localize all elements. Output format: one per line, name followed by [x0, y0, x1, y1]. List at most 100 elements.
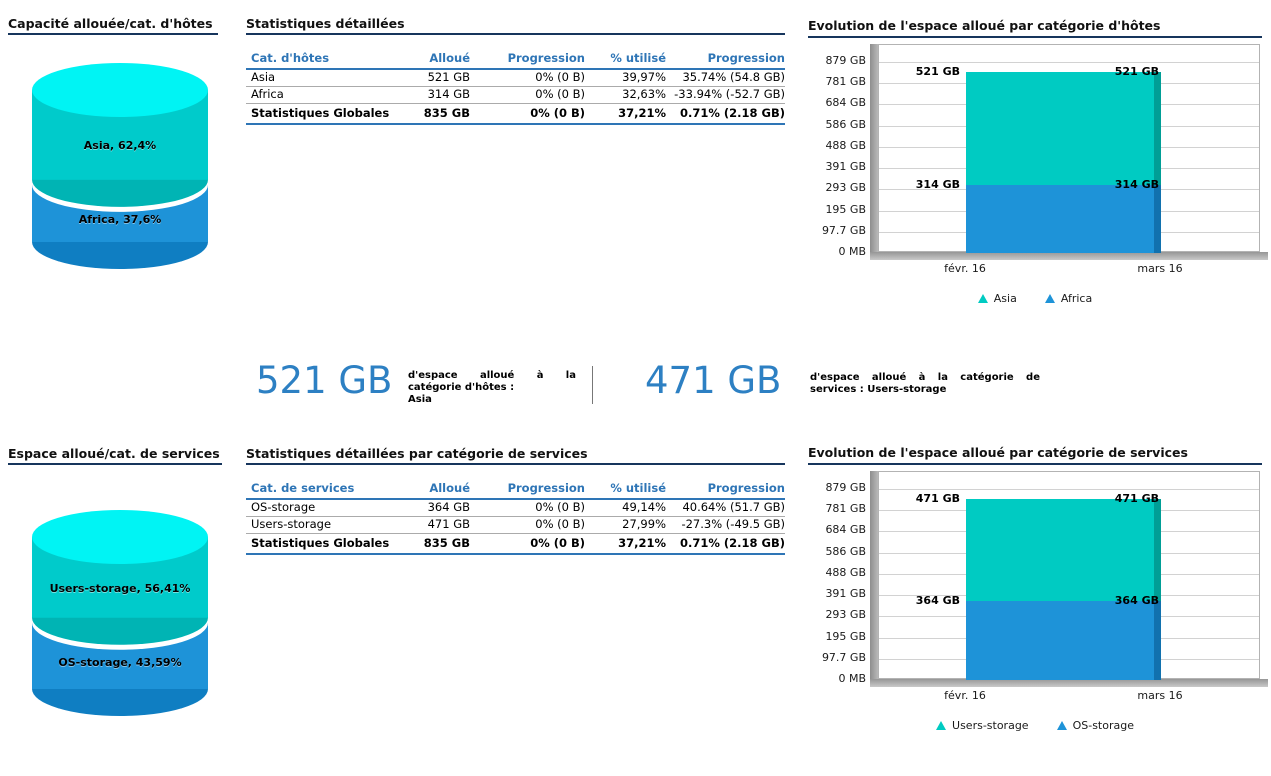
host-allocation-pie: Asia, 62,4% Africa, 37,6%: [25, 58, 215, 288]
y-axis-label: 97.7 GB: [821, 223, 866, 237]
bar-segment-users-storage: [966, 498, 1161, 601]
table-data-row: Asia 521 GB 0% (0 B) 39,97% 35.74% (54.8 GB): [246, 70, 785, 87]
service-table-title: Statistiques détaillées par catégorie de…: [246, 446, 785, 465]
y-axis-label: 391 GB: [825, 587, 866, 601]
bar-value-label: 521 GB: [1114, 64, 1159, 78]
legend-label: OS-storage: [1072, 719, 1134, 732]
y-axis-label: 781 GB: [825, 75, 866, 89]
service-pie-title: Espace alloué/cat. de services: [8, 446, 222, 465]
y-axis-label: 97.7 GB: [821, 650, 866, 664]
value-cell: 314 GB: [427, 87, 470, 101]
chart-plot-area: 364 GB 364 GB 471 GB 471 GB: [878, 471, 1260, 680]
value-cell: 37,21%: [618, 536, 666, 550]
service-allocated-desc-text: d'espace alloué à la catégorie de servic…: [810, 372, 1040, 395]
legend-item: Users-storage: [936, 719, 1029, 732]
legend-label: Asia: [993, 292, 1017, 305]
bar-value-label: 364 GB: [1114, 593, 1159, 607]
pie-top-ellipse: [32, 510, 208, 564]
service-evolution-title: Evolution de l'espace alloué par catégor…: [808, 445, 1262, 465]
y-axis-label: 684 GB: [825, 96, 866, 110]
legend-item: OS-storage: [1056, 719, 1134, 732]
chart-3d-wall: [870, 44, 878, 252]
y-axis-label: 293 GB: [825, 608, 866, 622]
value-cell: 0% (0 B): [535, 70, 585, 84]
value-cell: 37,21%: [618, 106, 666, 120]
gridline: [879, 489, 1259, 490]
pie-slice-label: Asia, 62,4%: [83, 139, 157, 153]
pie-top-ellipse: [32, 63, 208, 117]
service-allocated-desc-name: Users-storage: [867, 384, 947, 395]
bar-value-label: 471 GB: [915, 491, 960, 505]
cylinder-pie-svg: [32, 63, 208, 269]
legend-label: Users-storage: [952, 719, 1029, 732]
legend-item: Asia: [977, 292, 1017, 305]
pie-slice-label: OS-storage, 43,59%: [58, 655, 182, 669]
value-cell: 0% (0 B): [535, 87, 585, 101]
value-cell: Progression: [707, 51, 785, 65]
row-label-cell: OS-storage: [251, 500, 316, 514]
host-allocated-value: 521 GB: [256, 359, 393, 402]
y-axis-label: 391 GB: [825, 160, 866, 174]
service-evolution-chart: Evolution de l'espace alloué par catégor…: [808, 441, 1268, 757]
legend-item: Africa: [1044, 292, 1092, 305]
table-data-row: Africa 314 GB 0% (0 B) 32,63% -33.94% (-52.7…: [246, 87, 785, 104]
gridline: [879, 62, 1259, 63]
x-axis-label: févr. 16: [944, 689, 986, 702]
row-label-cell: Cat. de services: [251, 481, 355, 495]
value-cell: Alloué: [429, 481, 470, 495]
value-cell: Progression: [507, 51, 585, 65]
legend-marker-os-storage: [1056, 721, 1067, 730]
host-table-title: Statistiques détaillées: [246, 16, 785, 35]
value-cell: Alloué: [429, 51, 470, 65]
service-allocated-desc: d'espace alloué à la catégorie de servic…: [810, 372, 1040, 396]
host-pie-title: Capacité allouée/cat. d'hôtes: [8, 16, 218, 35]
row-label-cell: Asia: [251, 70, 276, 84]
y-axis-label: 195 GB: [825, 629, 866, 643]
host-allocated-desc-name: Asia: [408, 394, 432, 405]
value-cell: 0.71% (2.18 GB): [680, 106, 785, 120]
table-data-row: OS-storage 364 GB 0% (0 B) 49,14% 40.64% (51…: [246, 500, 785, 517]
value-cell: 835 GB: [423, 106, 470, 120]
value-cell: 0% (0 B): [530, 106, 585, 120]
value-cell: % utilisé: [610, 481, 666, 495]
host-allocated-desc: d'espace alloué à la catégorie d'hôtes :…: [408, 370, 576, 406]
service-statistics-table: Cat. de services Alloué Progression % utili…: [246, 478, 785, 555]
bar-value-label: 471 GB: [1114, 491, 1159, 505]
host-evolution-title: Evolution de l'espace alloué par catégor…: [808, 18, 1262, 38]
service-allocated-value: 471 GB: [645, 359, 782, 402]
value-cell: 0% (0 B): [535, 500, 585, 514]
value-cell: 0% (0 B): [535, 517, 585, 531]
y-axis-label: 586 GB: [825, 544, 866, 558]
y-axis-label: 781 GB: [825, 502, 866, 516]
bar-segment-side-face: [1154, 498, 1161, 601]
table-header-row: Cat. d'hôtes Alloué Progression % utilisé Pr…: [246, 48, 785, 70]
table-totals-row: Statistiques Globales 835 GB 0% (0 B) 37,21…: [246, 534, 785, 555]
value-cell: 40.64% (51.7 GB): [682, 500, 785, 514]
y-axis-label: 195 GB: [825, 202, 866, 216]
pie-slice-label: Users-storage, 56,41%: [49, 581, 191, 595]
pie-slice-label: Africa, 37,6%: [78, 213, 162, 227]
value-cell: 35.74% (54.8 GB): [682, 70, 785, 84]
y-axis-label: 488 GB: [825, 138, 866, 152]
table-data-row: Users-storage 471 GB 0% (0 B) 27,99% -27.3% …: [246, 517, 785, 534]
service-allocation-pie: Users-storage, 56,41% OS-storage, 43,59%: [25, 505, 215, 735]
value-cell: Progression: [507, 481, 585, 495]
bar-segment-side-face: [1154, 71, 1161, 185]
chart-legend: Asia Africa: [808, 292, 1262, 305]
legend-marker-users-storage: [936, 721, 947, 730]
value-cell: 0% (0 B): [530, 536, 585, 550]
y-axis-label: 488 GB: [825, 565, 866, 579]
table-header-row: Cat. de services Alloué Progression % utili…: [246, 478, 785, 500]
value-cell: 0.71% (2.18 GB): [680, 536, 785, 550]
value-cell: -33.94% (-52.7 GB): [674, 87, 785, 101]
x-axis-label: mars 16: [1137, 262, 1183, 275]
bar-value-label: 364 GB: [915, 593, 960, 607]
chart-plot-area: 314 GB 314 GB 521 GB 521 GB: [878, 44, 1260, 253]
row-label-cell: Africa: [251, 87, 284, 101]
legend-marker-asia: [977, 294, 988, 303]
bar-value-label: 314 GB: [1114, 177, 1159, 191]
row-label-cell: Statistiques Globales: [251, 536, 390, 550]
value-cell: Progression: [707, 481, 785, 495]
host-allocated-desc-text: d'espace alloué à la catégorie d'hôtes :: [408, 370, 576, 393]
